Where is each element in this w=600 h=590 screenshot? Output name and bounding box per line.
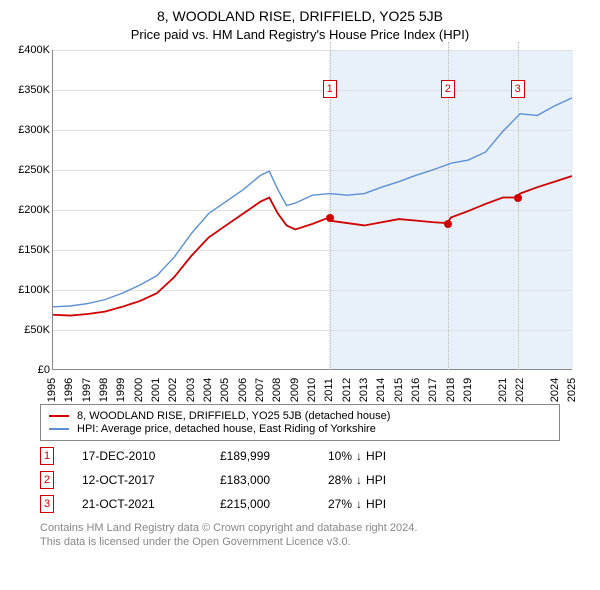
series-line	[53, 98, 572, 307]
series-line	[53, 176, 572, 316]
arrow-down-icon: ↓	[356, 449, 362, 463]
arrow-down-icon: ↓	[356, 473, 362, 487]
event-date: 21-OCT-2021	[82, 497, 192, 511]
event-marker	[326, 214, 334, 222]
event-row: 1 17-DEC-2010 £189,999 10% ↓ HPI	[40, 447, 560, 465]
x-tick-label: 2008	[271, 378, 283, 402]
line-svg	[53, 50, 572, 369]
x-tick-label: 1999	[115, 378, 127, 402]
x-tick-label: 2003	[185, 378, 197, 402]
x-tick-label: 2002	[167, 378, 179, 402]
footer-line-2: This data is licensed under the Open Gov…	[40, 535, 560, 549]
event-diff: 28% ↓ HPI	[328, 473, 386, 487]
event-diff-rel: HPI	[366, 497, 386, 511]
footer-attribution: Contains HM Land Registry data © Crown c…	[40, 521, 560, 550]
event-row: 2 12-OCT-2017 £183,000 28% ↓ HPI	[40, 471, 560, 489]
x-tick-label: 2018	[445, 378, 457, 402]
chart-area: 1 2 3 1995 1996 1997 1998 1999 2000 2001 2002 2003…	[10, 50, 590, 400]
event-diff-rel: HPI	[366, 473, 386, 487]
x-tick-label: 2004	[202, 378, 214, 402]
x-tick-label: 2025	[566, 378, 578, 402]
event-table: 1 17-DEC-2010 £189,999 10% ↓ HPI 2 12-OCT-201…	[40, 447, 560, 513]
y-tick-label: £300K	[10, 124, 50, 136]
y-tick-label: £200K	[10, 204, 50, 216]
plot-region: 1 2 3	[52, 50, 572, 370]
legend-label: HPI: Average price, detached house, East…	[77, 423, 376, 435]
event-price: £183,000	[220, 473, 300, 487]
x-tick-label: 1998	[98, 378, 110, 402]
event-date: 12-OCT-2017	[82, 473, 192, 487]
x-tick-label: 2005	[219, 378, 231, 402]
event-diff: 10% ↓ HPI	[328, 449, 386, 463]
event-marker	[514, 194, 522, 202]
event-price: £215,000	[220, 497, 300, 511]
legend-swatch	[49, 415, 69, 417]
event-date: 17-DEC-2010	[82, 449, 192, 463]
x-tick-label: 2014	[375, 378, 387, 402]
x-tick-label: 2019	[462, 378, 474, 402]
chart-container: 8, WOODLAND RISE, DRIFFIELD, YO25 5JB Pr…	[0, 0, 600, 590]
x-tick-label: 2022	[514, 378, 526, 402]
x-tick-label: 1997	[81, 378, 93, 402]
footer-line-1: Contains HM Land Registry data © Crown c…	[40, 521, 560, 535]
event-number-box: 1	[40, 447, 54, 465]
x-tick-label: 2021	[497, 378, 509, 402]
y-tick-label: £100K	[10, 284, 50, 296]
event-number-box: 3	[40, 495, 54, 513]
x-tick-label: 2011	[323, 378, 335, 402]
event-label-box: 3	[511, 80, 525, 98]
event-label-box: 2	[441, 80, 455, 98]
x-tick-label: 2009	[289, 378, 301, 402]
y-tick-label: £50K	[10, 324, 50, 336]
event-number-box: 2	[40, 471, 54, 489]
x-tick-label: 2007	[254, 378, 266, 402]
x-tick-label: 2000	[133, 378, 145, 402]
y-tick-label: £350K	[10, 84, 50, 96]
legend-label: 8, WOODLAND RISE, DRIFFIELD, YO25 5JB (d…	[77, 410, 390, 422]
x-axis-labels: 1995199619971998199920002001200220032004…	[52, 372, 572, 402]
arrow-down-icon: ↓	[356, 497, 362, 511]
x-tick-label: 2006	[237, 378, 249, 402]
x-tick-label: 2013	[358, 378, 370, 402]
x-tick-label: 2012	[341, 378, 353, 402]
event-diff-pct: 27%	[328, 497, 352, 511]
event-price: £189,999	[220, 449, 300, 463]
event-label-box: 1	[323, 80, 337, 98]
legend-box: 8, WOODLAND RISE, DRIFFIELD, YO25 5JB (d…	[40, 404, 560, 441]
x-tick-label: 2001	[150, 378, 162, 402]
x-tick-label: 2017	[427, 378, 439, 402]
legend-row: HPI: Average price, detached house, East…	[49, 423, 551, 435]
x-tick-label: 2024	[549, 378, 561, 402]
chart-subtitle: Price paid vs. HM Land Registry's House …	[10, 27, 590, 42]
event-diff-pct: 28%	[328, 473, 352, 487]
x-tick-label: 2016	[410, 378, 422, 402]
x-tick-label: 2010	[306, 378, 318, 402]
event-diff-pct: 10%	[328, 449, 352, 463]
y-tick-label: £150K	[10, 244, 50, 256]
y-tick-label: £0	[10, 364, 50, 376]
x-tick-label: 2015	[393, 378, 405, 402]
y-tick-label: £250K	[10, 164, 50, 176]
x-tick-label: 1995	[46, 378, 58, 402]
event-diff-rel: HPI	[366, 449, 386, 463]
event-row: 3 21-OCT-2021 £215,000 27% ↓ HPI	[40, 495, 560, 513]
event-diff: 27% ↓ HPI	[328, 497, 386, 511]
legend-row: 8, WOODLAND RISE, DRIFFIELD, YO25 5JB (d…	[49, 410, 551, 422]
legend-swatch	[49, 428, 69, 430]
chart-title: 8, WOODLAND RISE, DRIFFIELD, YO25 5JB	[10, 8, 590, 24]
y-tick-label: £400K	[10, 44, 50, 56]
event-marker	[444, 220, 452, 228]
x-tick-label: 1996	[63, 378, 75, 402]
